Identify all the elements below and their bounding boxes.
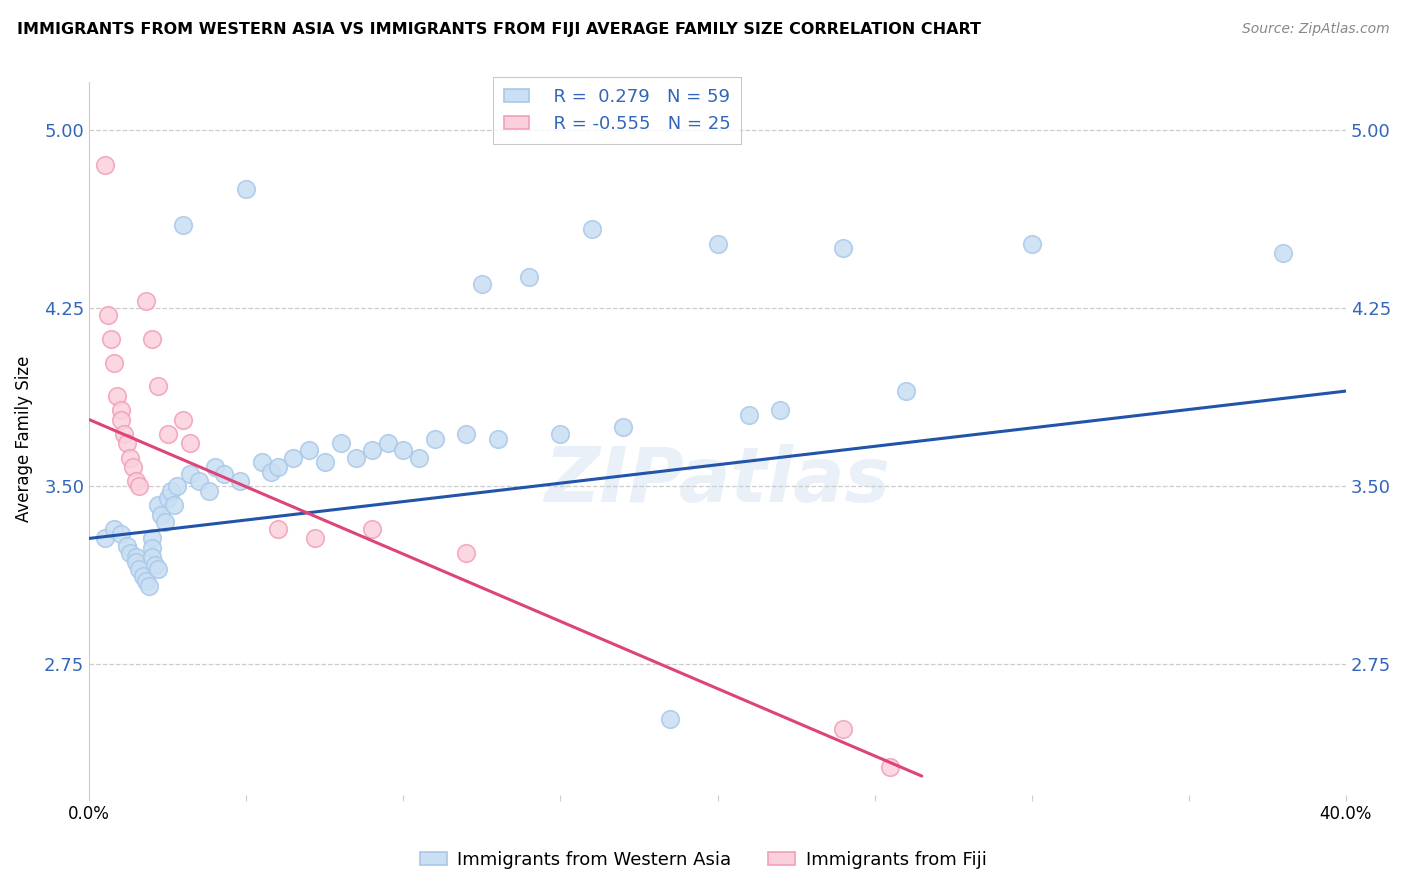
Point bbox=[408, 450, 430, 465]
Point bbox=[141, 541, 163, 555]
Point bbox=[423, 432, 446, 446]
Point bbox=[115, 539, 138, 553]
Point bbox=[517, 270, 540, 285]
Point bbox=[361, 522, 384, 536]
Point bbox=[179, 467, 201, 482]
Point bbox=[107, 389, 129, 403]
Point bbox=[160, 483, 183, 498]
Point bbox=[148, 562, 170, 576]
Point bbox=[125, 555, 148, 569]
Point bbox=[738, 408, 761, 422]
Point bbox=[659, 712, 682, 726]
Point bbox=[120, 450, 142, 465]
Point bbox=[97, 308, 120, 322]
Point bbox=[125, 475, 148, 489]
Point bbox=[128, 479, 150, 493]
Text: Source: ZipAtlas.com: Source: ZipAtlas.com bbox=[1241, 22, 1389, 37]
Point bbox=[94, 158, 117, 172]
Point bbox=[298, 443, 321, 458]
Point bbox=[143, 558, 166, 572]
Point bbox=[229, 475, 252, 489]
Point bbox=[235, 182, 257, 196]
Point bbox=[392, 443, 415, 458]
Point bbox=[166, 479, 188, 493]
Legend:   R =  0.279   N = 59,   R = -0.555   N = 25: R = 0.279 N = 59, R = -0.555 N = 25 bbox=[494, 77, 741, 144]
Point bbox=[550, 426, 572, 441]
Point bbox=[103, 522, 125, 536]
Point bbox=[486, 432, 509, 446]
Point bbox=[141, 532, 163, 546]
Point bbox=[94, 532, 117, 546]
Point bbox=[1021, 236, 1043, 251]
Y-axis label: Average Family Size: Average Family Size bbox=[15, 355, 32, 522]
Point bbox=[879, 759, 901, 773]
Point bbox=[100, 332, 122, 346]
Point bbox=[304, 532, 326, 546]
Point bbox=[188, 475, 211, 489]
Point bbox=[110, 526, 132, 541]
Point bbox=[283, 450, 305, 465]
Point bbox=[172, 412, 194, 426]
Point bbox=[110, 412, 132, 426]
Point bbox=[471, 277, 494, 292]
Point bbox=[314, 455, 336, 469]
Point bbox=[135, 293, 157, 308]
Point bbox=[612, 419, 634, 434]
Point bbox=[115, 436, 138, 450]
Point bbox=[128, 562, 150, 576]
Point bbox=[179, 436, 201, 450]
Point bbox=[456, 426, 478, 441]
Point bbox=[163, 498, 186, 512]
Point bbox=[156, 426, 179, 441]
Point bbox=[141, 332, 163, 346]
Text: ZIPatlas: ZIPatlas bbox=[544, 444, 890, 518]
Point bbox=[267, 522, 290, 536]
Point bbox=[120, 546, 142, 560]
Point bbox=[112, 426, 135, 441]
Point bbox=[103, 355, 125, 369]
Point bbox=[581, 222, 603, 236]
Point bbox=[214, 467, 236, 482]
Text: IMMIGRANTS FROM WESTERN ASIA VS IMMIGRANTS FROM FIJI AVERAGE FAMILY SIZE CORRELA: IMMIGRANTS FROM WESTERN ASIA VS IMMIGRAN… bbox=[17, 22, 981, 37]
Point bbox=[150, 508, 173, 522]
Point bbox=[456, 546, 478, 560]
Point bbox=[267, 460, 290, 475]
Point bbox=[1272, 246, 1295, 260]
Point bbox=[250, 455, 273, 469]
Point bbox=[197, 483, 219, 498]
Point bbox=[832, 242, 855, 256]
Point bbox=[153, 515, 176, 529]
Point bbox=[138, 579, 160, 593]
Point bbox=[148, 498, 170, 512]
Point bbox=[377, 436, 399, 450]
Point bbox=[110, 403, 132, 417]
Point bbox=[131, 569, 153, 583]
Point bbox=[706, 236, 728, 251]
Point bbox=[260, 465, 283, 479]
Point bbox=[204, 460, 226, 475]
Point bbox=[122, 460, 145, 475]
Point bbox=[361, 443, 384, 458]
Point bbox=[172, 218, 194, 232]
Legend: Immigrants from Western Asia, Immigrants from Fiji: Immigrants from Western Asia, Immigrants… bbox=[412, 844, 994, 876]
Point bbox=[832, 722, 855, 736]
Point bbox=[135, 574, 157, 589]
Point bbox=[156, 491, 179, 505]
Point bbox=[148, 379, 170, 393]
Point bbox=[141, 550, 163, 565]
Point bbox=[125, 550, 148, 565]
Point bbox=[894, 384, 917, 398]
Point bbox=[329, 436, 352, 450]
Point bbox=[769, 403, 792, 417]
Point bbox=[344, 450, 367, 465]
